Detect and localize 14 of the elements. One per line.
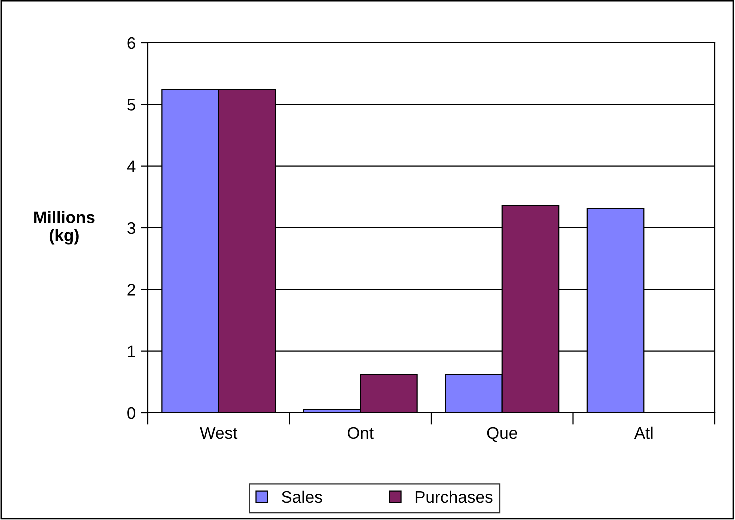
x-tick-label: West	[200, 428, 238, 440]
x-tick-label: Atl	[634, 426, 653, 440]
y-tick-label: 6	[128, 37, 136, 50]
legend-label: Sales	[282, 490, 322, 504]
y-tick-label: 4	[127, 160, 136, 172]
y-tick-label: 5	[128, 99, 136, 111]
y-tick-label: 3	[128, 222, 136, 234]
y-tick-label: 1	[128, 346, 136, 358]
y-tick-label: 0	[128, 407, 136, 420]
y-axis-title: Millions (kg)	[34, 211, 95, 245]
x-tick-label: Ont	[348, 427, 374, 440]
legend-label: Purchases	[416, 490, 493, 504]
y-tick-label: 2	[128, 284, 136, 296]
x-tick-label: Que	[487, 427, 518, 442]
